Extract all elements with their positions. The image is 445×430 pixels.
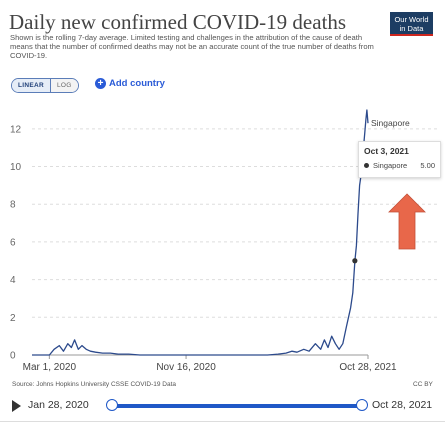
linear-scale-button[interactable]: LINEAR: [12, 79, 51, 92]
x-tick-label: Nov 16, 2020: [156, 362, 216, 373]
y-tick-label: 6: [10, 237, 16, 248]
add-country-button[interactable]: + Add country: [95, 78, 165, 89]
timeline[interactable]: Jan 28, 2020 Oct 28, 2021: [0, 395, 445, 417]
timeline-track[interactable]: [112, 404, 362, 408]
timeline-end-label: Oct 28, 2021: [372, 399, 433, 411]
x-axis: Mar 1, 2020 Nov 16, 2020 Oct 28, 2021: [23, 355, 397, 373]
series-end-label: Singapore: [371, 118, 410, 128]
series-lines[interactable]: Singapore: [32, 109, 410, 356]
y-tick-label: 8: [10, 200, 16, 211]
tooltip: Oct 3, 2021 Singapore 5.00: [358, 141, 441, 178]
play-icon[interactable]: [12, 400, 21, 412]
timeline-start-label: Jan 28, 2020: [28, 399, 89, 411]
source-note[interactable]: Source: Johns Hopkins University CSSE CO…: [12, 381, 177, 388]
y-tick-label: 10: [10, 162, 22, 173]
logo-red-bar: [390, 34, 433, 36]
timeline-start-handle[interactable]: [106, 399, 118, 411]
add-country-label: Add country: [109, 78, 165, 89]
y-tick-label: 4: [10, 275, 16, 286]
y-axis: 0 2 4 6 8 10 12: [10, 124, 22, 361]
gridlines: [32, 128, 440, 318]
highlight-marker: [352, 258, 358, 264]
logo-text-line1: Our World: [394, 15, 429, 24]
logo-text-line2: in Data: [399, 24, 424, 33]
x-tick-label: Mar 1, 2020: [23, 362, 77, 373]
owid-logo[interactable]: Our World in Data: [390, 12, 433, 36]
series-dot-icon: [364, 163, 369, 168]
tooltip-value: 5.00: [420, 161, 435, 170]
scale-toggle[interactable]: LINEAR LOG: [11, 78, 79, 93]
timeline-end-handle[interactable]: [356, 399, 368, 411]
bottom-tab-strip: [0, 421, 445, 430]
chart-subtitle: Shown is the rolling 7-day average. Limi…: [10, 33, 374, 60]
series-line-singapore: [32, 109, 369, 356]
chart-title: Daily new confirmed COVID-19 deaths: [9, 10, 347, 34]
x-tick-label: Oct 28, 2021: [339, 362, 397, 373]
tooltip-row: Singapore 5.00: [364, 161, 435, 170]
tooltip-series-name: Singapore: [373, 161, 408, 170]
y-tick-label: 0: [10, 351, 16, 362]
plus-circle-icon: +: [95, 78, 106, 89]
up-arrow-annotation: [388, 193, 426, 250]
license-link[interactable]: CC BY: [413, 381, 433, 388]
y-tick-label: 2: [10, 313, 16, 324]
tooltip-date: Oct 3, 2021: [364, 146, 409, 156]
y-tick-label: 12: [10, 124, 22, 135]
up-arrow-shape: [388, 193, 426, 250]
log-scale-button[interactable]: LOG: [51, 79, 78, 92]
